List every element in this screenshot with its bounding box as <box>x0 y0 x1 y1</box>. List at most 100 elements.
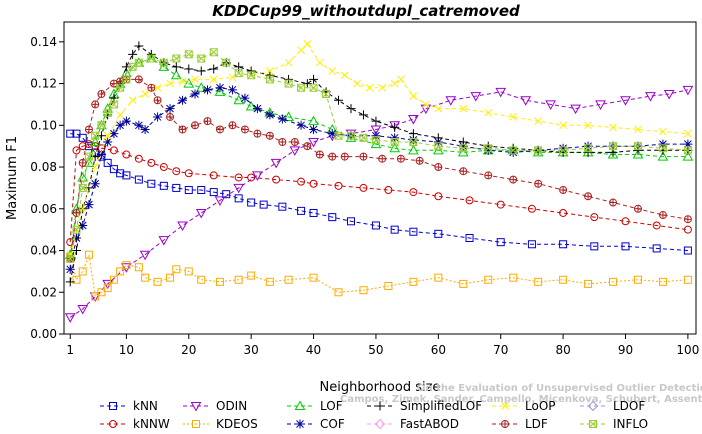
data-point-knnw <box>683 225 692 234</box>
data-point-inflo <box>534 146 543 155</box>
data-point-knn <box>172 183 181 192</box>
data-point-inflo <box>103 108 112 117</box>
data-point-odin <box>408 115 419 125</box>
data-point-ldf <box>91 100 99 108</box>
data-point-odin <box>177 221 188 231</box>
x-tick-label: 90 <box>618 343 633 357</box>
y-axis: 0.00 0.02 0.04 0.06 0.08 0.10 0.12 0.14 <box>30 35 64 341</box>
data-point-inflo <box>309 83 318 92</box>
data-point-knnw <box>409 188 418 197</box>
data-point-inflo <box>459 144 468 153</box>
data-point-ldf <box>110 80 118 88</box>
data-point-inflo <box>658 144 667 153</box>
plot-frame <box>63 21 697 335</box>
data-point-inflo <box>434 142 443 151</box>
data-point-ldf <box>328 153 336 161</box>
data-point-ldf <box>459 167 467 175</box>
data-point-cof <box>658 139 668 149</box>
legend-item-kdeos: KDEOS <box>183 417 258 431</box>
legend-item-lof: LOF <box>287 399 343 413</box>
data-point-loop <box>266 67 274 75</box>
data-point-odin <box>158 236 170 246</box>
data-point-kdeos <box>184 267 193 276</box>
data-point-loop <box>91 163 100 171</box>
data-point-kdeos <box>116 267 125 276</box>
data-point-simplifiedlof <box>408 129 418 139</box>
data-point-inflo <box>434 142 443 151</box>
data-point-inflo <box>159 58 168 67</box>
legend-item-ldof: LDOF <box>580 399 645 413</box>
data-point-cof <box>109 129 119 139</box>
data-point-inflo <box>634 142 642 151</box>
data-point-simplifiedlof <box>334 95 344 105</box>
legend-marker <box>589 420 597 428</box>
data-point-knn <box>390 225 399 234</box>
data-point-inflo <box>66 255 75 263</box>
legend: kNN kNNW ODIN KDEOS LOF COF SimplifiedLOF FastA… <box>100 399 648 431</box>
data-point-kdeos <box>172 265 181 274</box>
data-point-lof <box>632 149 644 159</box>
data-point-inflo <box>684 146 692 155</box>
data-point-lof <box>657 151 669 161</box>
data-point-knn <box>621 242 630 251</box>
data-point-inflo <box>509 146 518 155</box>
data-point-lof <box>170 69 182 80</box>
data-point-loop <box>609 123 617 132</box>
data-point-knnw <box>272 175 281 184</box>
data-point-knnw <box>384 186 393 194</box>
data-point-cof <box>96 150 106 160</box>
data-point-inflo <box>234 69 243 77</box>
data-point-inflo <box>297 83 306 92</box>
x-tick-label: 20 <box>181 343 196 357</box>
data-point-ldf <box>316 151 324 159</box>
data-point-simplifiedlof <box>346 104 356 114</box>
x-tick-label: 100 <box>676 343 699 357</box>
data-point-cof <box>190 89 200 99</box>
data-point-inflo <box>347 131 355 140</box>
data-point-ldf <box>147 84 155 92</box>
data-point-lof <box>214 86 226 96</box>
data-point-ldf <box>97 90 105 98</box>
data-point-inflo <box>509 146 518 155</box>
data-point-knn <box>434 229 443 238</box>
data-point-inflo <box>122 75 131 84</box>
watermark-authors: Campos, Zimek, Sander, Campello, Micenko… <box>340 394 702 405</box>
data-point-cof <box>408 135 418 145</box>
data-point-knn <box>134 175 143 184</box>
data-point-cof <box>277 114 287 124</box>
data-point-ldf <box>584 192 592 200</box>
data-point-simplifiedlof <box>633 145 643 155</box>
data-point-knn <box>371 221 380 230</box>
data-point-odin <box>445 96 457 106</box>
data-point-inflo <box>172 54 181 63</box>
data-point-cof <box>202 85 212 95</box>
data-point-simplifiedlof <box>371 116 381 126</box>
data-point-ldf <box>684 215 692 223</box>
y-tick-label: 0.02 <box>30 285 57 299</box>
data-point-kdeos <box>103 284 112 293</box>
data-point-simplifiedlof <box>433 133 443 143</box>
data-point-inflo <box>284 79 293 88</box>
data-point-kdeos <box>683 275 692 284</box>
data-point-kdeos <box>197 275 206 284</box>
data-point-simplifiedlof <box>184 64 194 74</box>
data-point-knnw <box>122 150 131 159</box>
data-point-cof <box>265 110 275 120</box>
data-point-knn <box>159 181 168 190</box>
data-point-inflo <box>390 138 399 146</box>
x-tick-label: 10 <box>119 343 134 357</box>
data-point-inflo <box>159 58 168 67</box>
legend-item-simplifiedlof: SimplifiedLOF <box>367 399 482 413</box>
data-point-kdeos <box>434 273 443 282</box>
data-point-kdeos <box>122 261 131 270</box>
data-point-ldf <box>203 117 211 125</box>
data-point-ldf <box>416 157 424 165</box>
x-tick-label: 70 <box>493 343 508 357</box>
data-point-inflo <box>135 58 143 67</box>
legend-marker <box>375 401 385 411</box>
data-point-kdeos <box>384 282 393 290</box>
data-point-kdeos <box>97 288 106 297</box>
data-point-ldf <box>484 171 492 179</box>
data-point-odin <box>545 100 556 110</box>
data-point-inflo <box>609 142 618 151</box>
